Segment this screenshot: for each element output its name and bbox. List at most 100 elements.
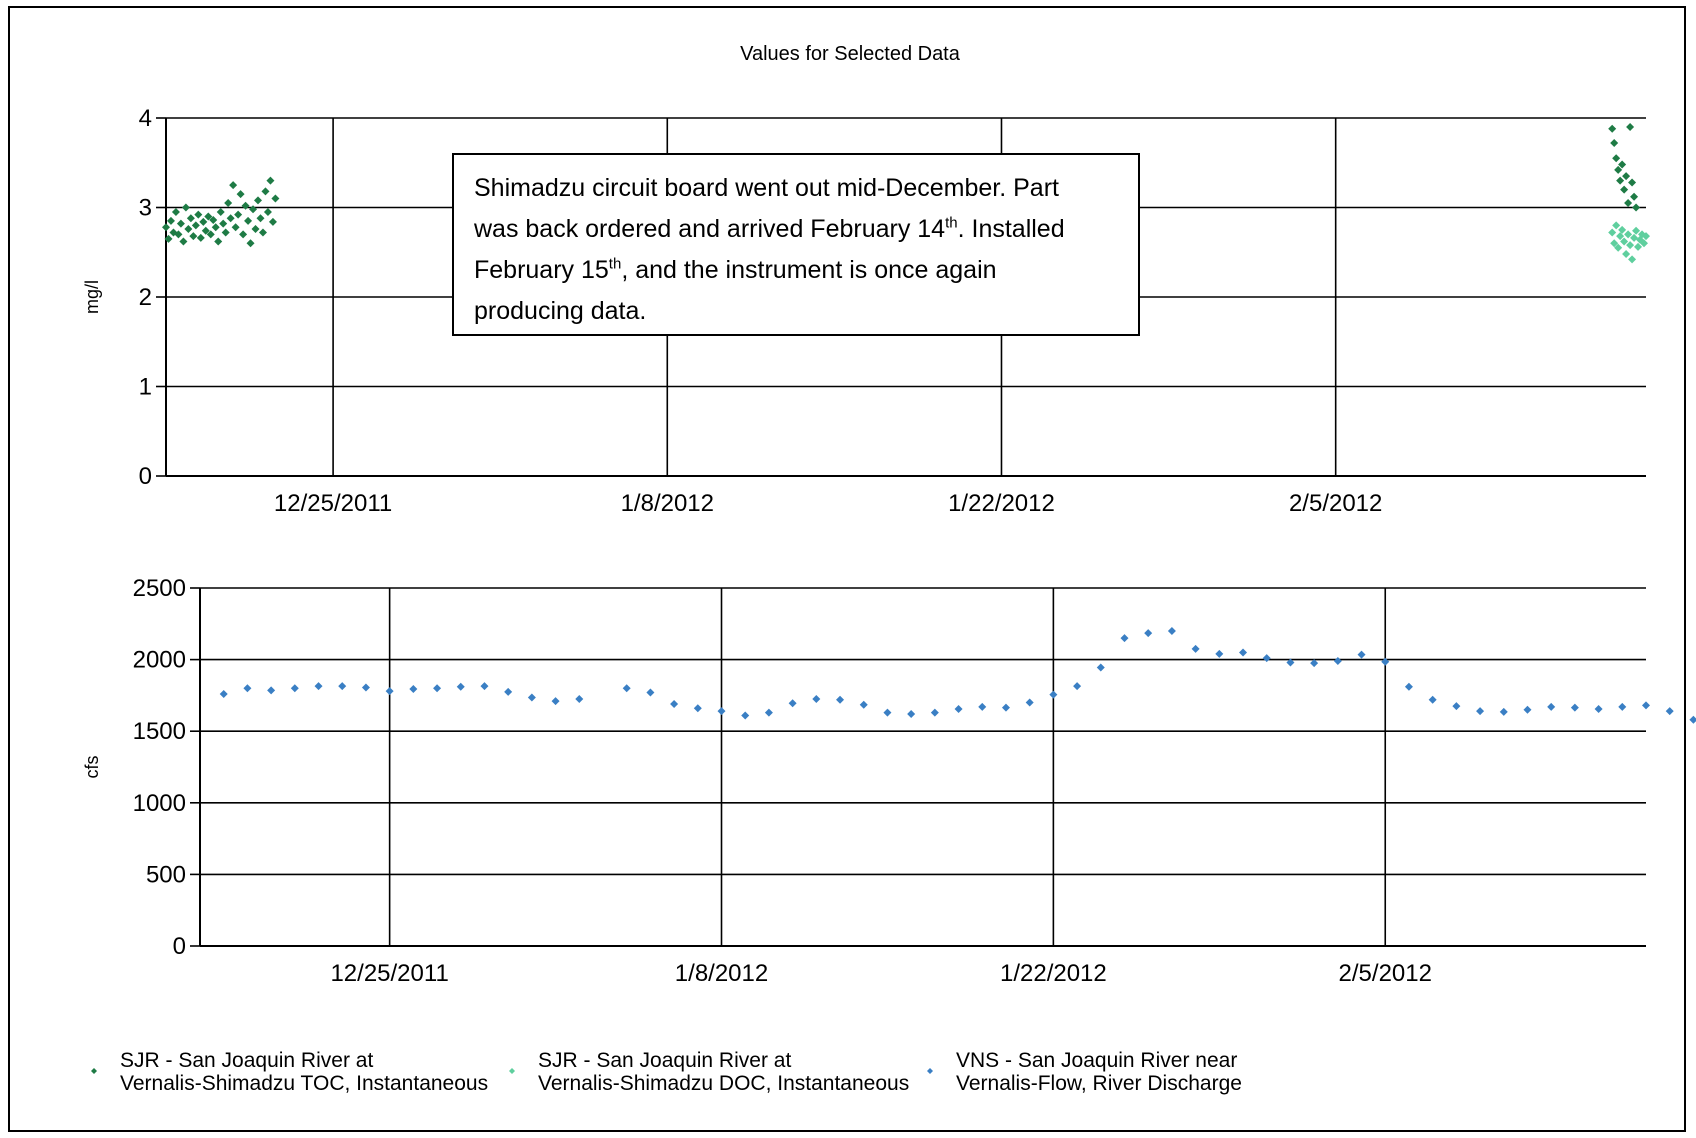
data-point xyxy=(204,212,213,221)
data-point xyxy=(1632,226,1641,235)
data-point xyxy=(164,234,173,243)
chart-title: Values for Selected Data xyxy=(740,43,961,65)
data-point xyxy=(249,205,258,214)
data-point xyxy=(189,232,198,241)
data-point xyxy=(244,216,253,225)
data-point xyxy=(1144,629,1153,638)
data-point xyxy=(1626,241,1635,250)
data-point xyxy=(670,699,679,708)
data-point xyxy=(907,710,916,719)
data-point xyxy=(1404,682,1413,691)
annotation-line-3: February 15th, and the instrument is onc… xyxy=(474,255,997,284)
y-tick-label: 2500 xyxy=(133,575,186,602)
data-point xyxy=(1499,707,1508,716)
data-point xyxy=(226,214,235,223)
data-point xyxy=(1642,701,1650,710)
data-point xyxy=(1570,703,1579,712)
data-point xyxy=(930,708,939,717)
data-point xyxy=(166,216,175,225)
chart-frame xyxy=(8,6,1686,1132)
data-point xyxy=(254,196,263,205)
data-point xyxy=(433,684,442,693)
data-point xyxy=(221,228,230,237)
y-tick-label: 4 xyxy=(139,105,152,132)
y-tick-label: 2 xyxy=(139,284,152,311)
data-point xyxy=(1286,658,1295,667)
data-point xyxy=(290,684,299,693)
data-point xyxy=(1614,165,1623,174)
y-tick-label: 1000 xyxy=(133,790,186,817)
data-point xyxy=(622,684,631,693)
x-tick-label: 1/8/2012 xyxy=(675,960,768,987)
data-point xyxy=(1428,695,1437,704)
data-point xyxy=(256,214,265,223)
data-point xyxy=(267,686,276,695)
data-point xyxy=(1622,250,1631,259)
data-point xyxy=(246,239,255,248)
legend-marker xyxy=(927,1068,933,1074)
data-point xyxy=(741,711,750,720)
data-point xyxy=(1025,698,1034,707)
y-tick-label: 1 xyxy=(139,374,152,401)
data-point xyxy=(1239,648,1248,657)
y-tick-label: 0 xyxy=(173,933,186,960)
data-point xyxy=(314,682,323,691)
data-point xyxy=(243,684,252,693)
data-point xyxy=(1620,185,1629,194)
data-point xyxy=(261,187,270,196)
data-point xyxy=(788,699,797,708)
data-point xyxy=(527,693,536,702)
data-point xyxy=(1618,160,1627,169)
data-point xyxy=(201,226,210,235)
data-point xyxy=(1073,682,1082,691)
legend-label-line1: SJR - San Joaquin River at xyxy=(120,1049,373,1072)
data-point xyxy=(1381,657,1390,666)
data-point xyxy=(1628,255,1637,264)
data-point xyxy=(480,682,489,691)
legend-label-line1: VNS - San Joaquin River near xyxy=(956,1049,1237,1072)
data-point xyxy=(1618,225,1627,234)
annotation-line-1: Shimadzu circuit board went out mid-Dece… xyxy=(474,174,1059,202)
legend: SJR - San Joaquin River atVernalis-Shima… xyxy=(91,1049,1242,1095)
data-point xyxy=(1618,702,1627,711)
x-tick-label: 12/25/2011 xyxy=(330,960,448,987)
data-point xyxy=(812,694,821,703)
data-point xyxy=(271,194,280,203)
data-point xyxy=(1191,644,1200,653)
data-point xyxy=(206,230,215,239)
data-point xyxy=(1632,203,1641,212)
y-tick-label: 0 xyxy=(139,463,152,490)
x-tick-label: 1/22/2012 xyxy=(1000,960,1107,987)
y-tick-label: 3 xyxy=(139,195,152,222)
data-point xyxy=(1049,690,1058,699)
data-point xyxy=(1630,233,1639,242)
data-point xyxy=(1215,649,1224,658)
legend-marker xyxy=(91,1068,97,1074)
data-point xyxy=(859,700,868,709)
y-axis-label: mg/l xyxy=(82,280,102,314)
data-point xyxy=(186,214,195,223)
data-point xyxy=(1634,242,1643,251)
data-point xyxy=(1523,705,1532,714)
data-point xyxy=(1624,199,1633,208)
data-point xyxy=(385,687,394,696)
data-point xyxy=(764,708,773,717)
data-point xyxy=(954,705,963,714)
data-point xyxy=(1333,657,1342,666)
data-point xyxy=(1628,178,1637,187)
data-point xyxy=(551,697,560,706)
data-point xyxy=(162,223,170,232)
data-point xyxy=(174,230,183,239)
data-point xyxy=(1665,707,1674,716)
data-point xyxy=(1167,626,1176,635)
data-point xyxy=(1626,122,1635,131)
y-tick-label: 2000 xyxy=(133,647,186,674)
data-point xyxy=(258,228,267,237)
plot-toc-doc: 0 1 2 3 4 12/25/2011 1/8/2012 1/22/2012 2/5/2012… xyxy=(82,105,1650,517)
data-point xyxy=(504,687,513,696)
legend-marker xyxy=(509,1068,515,1074)
data-point xyxy=(1612,221,1621,230)
data-point xyxy=(1262,654,1271,663)
legend-label-line1: SJR - San Joaquin River at xyxy=(538,1049,791,1072)
